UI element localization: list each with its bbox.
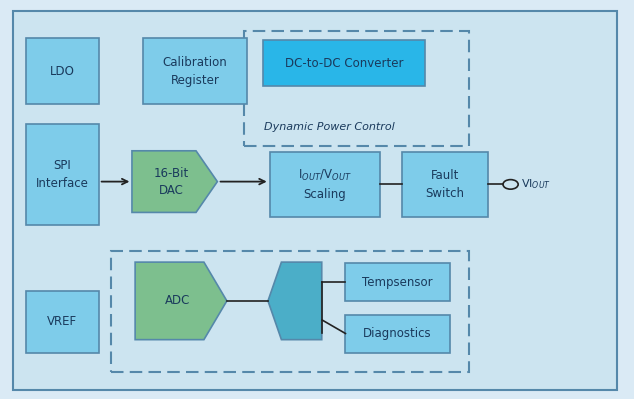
Text: Tempsensor: Tempsensor [363, 275, 433, 288]
Polygon shape [268, 262, 321, 340]
Text: Fault
Switch: Fault Switch [425, 169, 465, 200]
Polygon shape [135, 262, 227, 340]
Bar [26, 124, 99, 225]
Text: SPI
Interface: SPI Interface [36, 159, 89, 190]
Text: VI$_{OUT}$: VI$_{OUT}$ [521, 178, 551, 191]
Bar [112, 251, 469, 372]
Text: Dynamic Power Control: Dynamic Power Control [264, 122, 395, 132]
Bar [346, 263, 450, 301]
Bar [403, 152, 488, 217]
Bar [346, 315, 450, 353]
Text: 16-Bit
DAC: 16-Bit DAC [154, 167, 189, 197]
Polygon shape [132, 151, 217, 212]
Text: ADC: ADC [165, 294, 190, 307]
Text: VREF: VREF [48, 315, 77, 328]
Text: DC-to-DC Converter: DC-to-DC Converter [285, 57, 403, 70]
Text: LDO: LDO [50, 65, 75, 78]
Bar [26, 38, 99, 104]
Text: Calibration
Register: Calibration Register [163, 56, 228, 87]
Bar [269, 152, 380, 217]
Bar [143, 38, 247, 104]
Text: Diagnostics: Diagnostics [363, 327, 432, 340]
Bar [263, 40, 425, 86]
Bar [244, 30, 469, 146]
Bar [26, 291, 99, 353]
Text: I$_{OUT}$/V$_{OUT}$
Scaling: I$_{OUT}$/V$_{OUT}$ Scaling [298, 168, 352, 201]
